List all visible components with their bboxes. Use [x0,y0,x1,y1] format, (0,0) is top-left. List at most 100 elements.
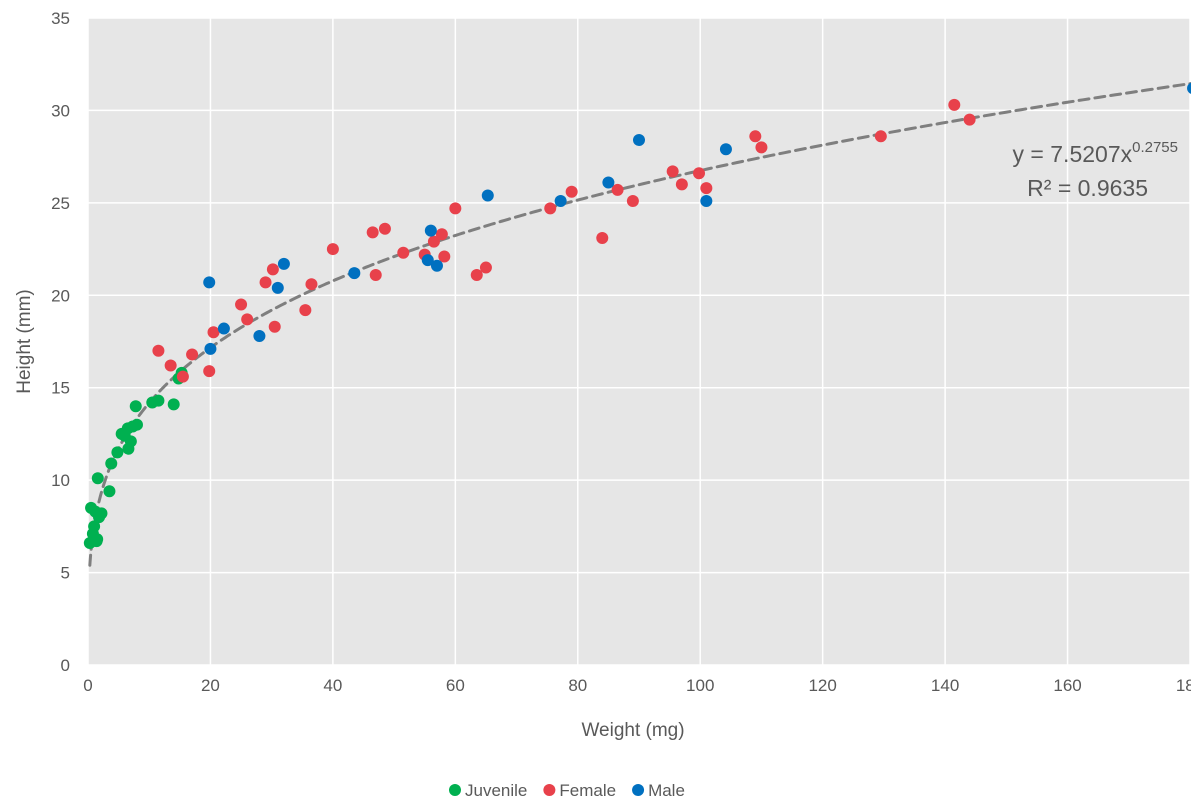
x-tick-label: 140 [931,676,959,695]
trendline [88,82,1191,567]
data-point-male [633,134,645,147]
data-point-female [326,243,339,256]
x-axis-title: Weight (mg) [581,720,684,741]
data-point-female [626,195,639,208]
trendline-r-squared: R² = 0.9635 [1027,175,1148,201]
data-point-female [266,263,279,276]
data-point-female [479,261,492,274]
data-point-female [366,226,379,239]
x-tick-label: 120 [808,676,836,695]
data-point-female [435,228,448,241]
data-point-female [693,167,705,180]
data-point-female [596,231,609,244]
data-point-female [369,268,382,281]
legend-item-male: Male [632,781,685,800]
data-points [83,82,1191,549]
legend-item-juvenile: Juvenile [449,781,527,800]
tick-labels: 0 20 40 60 80 100 120 140 160 180 0 5 10 15 20 25 30 35 [51,9,1191,695]
data-point-female [268,320,281,333]
data-point-juvenile [130,418,143,431]
legend-label: Female [559,781,616,800]
data-point-female [438,250,451,263]
trendline-layer [88,82,1191,567]
data-point-juvenile [91,472,104,485]
y-tick-label: 20 [51,286,70,305]
data-point-male [700,195,713,208]
y-tick-label: 5 [61,564,70,583]
y-tick-label: 0 [61,656,70,675]
data-point-female [427,235,440,248]
data-point-female [666,165,679,178]
data-point-female [164,359,177,372]
legend: Juvenile Female Male [449,781,685,800]
series-male [203,82,1191,355]
legend-item-female: Female [543,781,616,800]
y-tick-label: 25 [51,194,70,213]
data-point-female [378,222,391,235]
y-tick-label: 35 [51,9,70,28]
data-point-male [424,224,437,237]
data-point-female [176,370,189,383]
data-point-female [755,141,768,154]
data-point-female [963,113,976,126]
data-point-male [348,267,361,280]
data-point-female [203,365,216,378]
y-axis-title: Height (mm) [14,289,35,394]
data-point-male [277,257,290,270]
legend-marker [632,784,645,796]
y-tick-label: 30 [51,101,70,120]
data-point-female [611,183,624,196]
data-point-juvenile [167,398,180,411]
data-point-female [700,182,713,195]
series-female [152,98,976,383]
data-point-male [719,143,732,156]
x-tick-label: 0 [83,676,92,695]
data-point-juvenile [91,533,104,546]
data-point-male [554,195,567,208]
x-tick-label: 60 [446,676,465,695]
data-point-juvenile [105,457,118,470]
series-juvenile [83,366,188,549]
x-tick-label: 40 [323,676,342,695]
data-point-male [204,342,217,355]
data-point-female [948,98,961,111]
data-point-juvenile [88,520,101,533]
plot-area [88,18,1190,665]
data-point-female [241,313,254,326]
x-tick-label: 80 [568,676,587,695]
data-point-female [449,202,462,215]
data-point-male [430,259,443,272]
data-point-juvenile [95,507,108,520]
x-tick-label: 160 [1053,676,1081,695]
data-point-female [152,344,165,357]
x-tick-label: 100 [686,676,714,695]
data-point-female [544,202,557,215]
data-point-juvenile [129,400,142,413]
x-tick-label: 180 [1176,676,1191,695]
legend-label: Juvenile [465,781,527,800]
legend-marker [543,784,556,796]
data-point-male [481,189,494,202]
data-point-male [421,254,434,267]
data-point-female [749,130,762,143]
y-tick-label: 15 [51,379,70,398]
data-point-male [217,322,230,335]
y-tick-label: 10 [51,471,70,490]
data-point-male [602,176,615,189]
data-point-male [203,276,216,289]
data-point-female [235,298,248,311]
data-point-female [305,278,318,291]
data-point-juvenile [103,485,116,498]
data-point-female [874,130,887,143]
data-point-juvenile [124,435,137,448]
data-point-female [299,304,312,317]
data-point-female [397,246,410,259]
gridlines [87,17,1191,666]
legend-label: Male [648,781,685,800]
data-point-female [207,326,220,339]
trendline-equation: y = 7.5207x0.2755 [1013,139,1178,167]
data-point-female [470,268,483,281]
x-tick-label: 20 [201,676,220,695]
data-point-female [565,185,578,198]
